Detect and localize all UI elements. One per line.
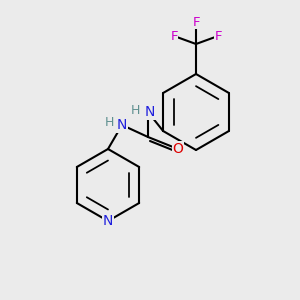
Text: N: N: [117, 118, 127, 132]
Text: F: F: [192, 16, 200, 28]
Text: H: H: [130, 103, 140, 116]
Text: F: F: [214, 29, 222, 43]
Text: O: O: [172, 142, 183, 156]
Text: N: N: [145, 105, 155, 119]
Text: F: F: [170, 29, 178, 43]
Text: N: N: [103, 214, 113, 228]
Text: H: H: [104, 116, 114, 130]
